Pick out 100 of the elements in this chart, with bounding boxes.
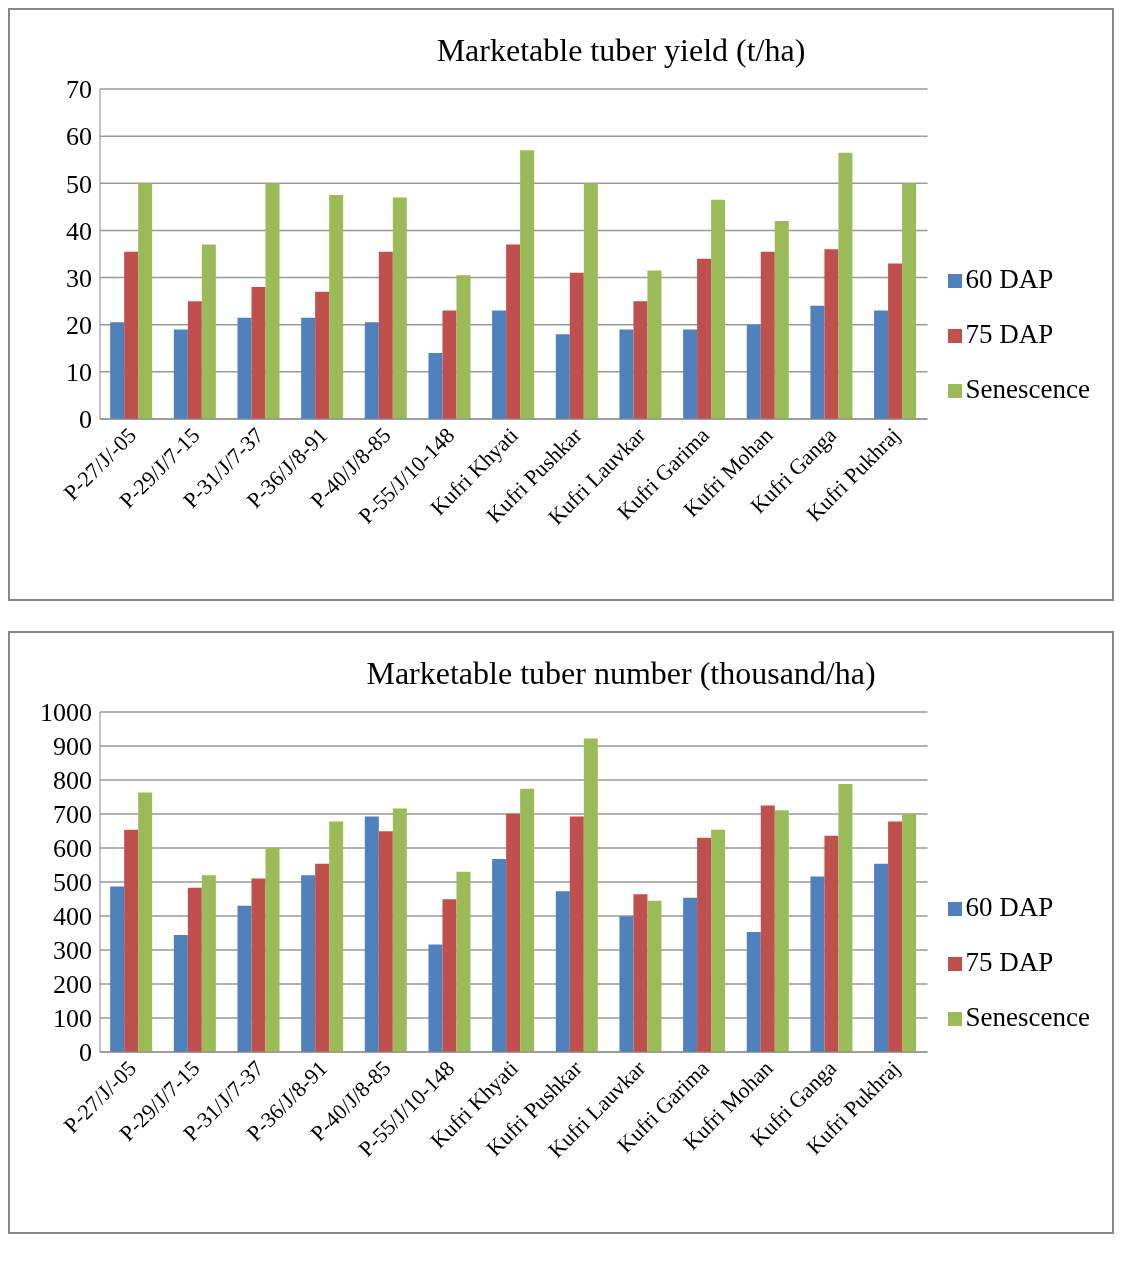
bar — [633, 301, 648, 419]
bar — [315, 291, 330, 419]
bar — [888, 263, 903, 419]
legend-label: 75 DAP — [965, 318, 1054, 349]
y-tick-label: 500 — [53, 868, 92, 898]
bar — [902, 813, 917, 1052]
bar — [683, 329, 698, 419]
y-tick-label: 400 — [53, 902, 92, 932]
bar — [329, 195, 344, 419]
bar — [569, 816, 584, 1052]
bar — [520, 150, 535, 419]
bar — [251, 878, 266, 1052]
bar — [760, 805, 775, 1052]
y-tick-label: 200 — [53, 970, 92, 1000]
bar — [251, 287, 266, 419]
y-tick-label: 900 — [53, 732, 92, 762]
bar — [187, 887, 202, 1052]
bar — [697, 258, 712, 419]
bar — [187, 301, 202, 419]
bar — [520, 788, 535, 1052]
bar — [442, 310, 457, 419]
bar — [456, 275, 471, 419]
bar — [442, 899, 457, 1052]
bar — [774, 221, 789, 419]
bar — [683, 897, 698, 1052]
bar — [237, 905, 252, 1052]
legend-label: 75 DAP — [965, 946, 1054, 977]
bar — [569, 272, 584, 419]
legend-label: Senescence — [965, 373, 1090, 404]
bar — [492, 310, 507, 419]
bar — [138, 792, 153, 1052]
bar — [392, 808, 407, 1052]
bar — [173, 329, 188, 419]
y-tick-label: 600 — [53, 834, 92, 864]
bar — [647, 270, 662, 419]
bar — [315, 863, 330, 1052]
y-tick-label: 60 — [66, 122, 92, 152]
bar — [838, 784, 853, 1052]
bar — [301, 875, 316, 1052]
bar — [492, 858, 507, 1052]
bar — [506, 244, 521, 419]
bar — [711, 199, 726, 419]
y-tick-label: 30 — [66, 263, 92, 293]
bar — [583, 183, 598, 419]
legend-label: Senescence — [965, 1001, 1090, 1032]
bar — [428, 353, 443, 419]
y-tick-label: 40 — [66, 216, 92, 246]
legend-label: 60 DAP — [965, 891, 1054, 922]
bar — [378, 251, 393, 419]
bar — [619, 329, 634, 419]
bar — [237, 317, 252, 419]
bar — [301, 317, 316, 419]
bar — [746, 324, 761, 419]
bar — [201, 875, 216, 1052]
bar — [697, 837, 712, 1052]
bar — [506, 813, 521, 1052]
y-tick-label: 70 — [66, 75, 92, 105]
bar — [874, 310, 889, 419]
bar — [824, 835, 839, 1052]
bar — [888, 821, 903, 1052]
bar — [124, 829, 139, 1052]
y-tick-label: 800 — [53, 766, 92, 796]
bar — [201, 244, 216, 419]
bar — [838, 152, 853, 419]
bar — [555, 891, 570, 1052]
y-tick-label: 0 — [79, 1038, 92, 1068]
y-tick-label: 1000 — [40, 698, 92, 728]
bar — [810, 305, 825, 419]
bar — [138, 183, 153, 419]
bar — [555, 334, 570, 419]
bar — [265, 183, 280, 419]
bar — [124, 251, 139, 419]
y-tick-label: 50 — [66, 169, 92, 199]
y-tick-label: 0 — [79, 405, 92, 435]
bar — [711, 829, 726, 1052]
bar — [760, 251, 775, 419]
bar — [378, 831, 393, 1052]
bar — [824, 249, 839, 419]
bar — [110, 886, 125, 1052]
chart-title: Marketable tuber yield (t/ha) — [435, 32, 807, 69]
bar — [746, 931, 761, 1052]
bar — [265, 847, 280, 1052]
y-tick-label: 300 — [53, 936, 92, 966]
bar — [633, 894, 648, 1052]
bar — [619, 916, 634, 1052]
bar — [874, 863, 889, 1052]
bar — [364, 322, 379, 419]
bar — [428, 944, 443, 1052]
bar — [110, 322, 125, 419]
bar — [774, 810, 789, 1052]
bar — [364, 816, 379, 1052]
bar — [392, 197, 407, 419]
y-tick-label: 20 — [66, 310, 92, 340]
bar — [902, 183, 917, 419]
y-tick-label: 10 — [66, 358, 92, 388]
y-tick-label: 700 — [53, 800, 92, 830]
bar — [456, 871, 471, 1052]
bar — [810, 876, 825, 1052]
legend-label: 60 DAP — [965, 263, 1054, 294]
bar — [173, 935, 188, 1052]
